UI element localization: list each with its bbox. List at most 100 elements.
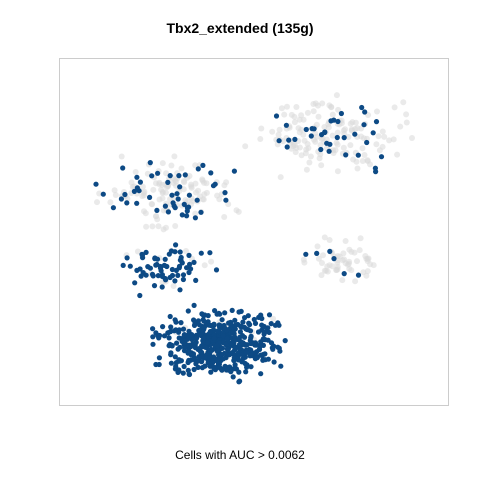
- cell-point-above-threshold: [223, 341, 229, 347]
- cell-point-below-threshold: [354, 258, 360, 265]
- chart-title: Tbx2_extended (135g): [166, 20, 314, 36]
- cell-point-above-threshold: [172, 278, 178, 284]
- cell-point-above-threshold: [328, 118, 334, 124]
- cell-point-above-threshold: [196, 322, 203, 328]
- cell-point-below-threshold: [233, 207, 240, 214]
- cell-point-above-threshold: [191, 259, 197, 265]
- cell-point-below-threshold: [318, 162, 325, 169]
- cell-point-above-threshold: [177, 184, 183, 190]
- cell-point-above-threshold: [156, 361, 162, 368]
- cell-point-below-threshold: [356, 247, 363, 254]
- cell-point-below-threshold: [181, 179, 188, 186]
- cell-point-above-threshold: [172, 354, 178, 360]
- cell-point-above-threshold: [189, 332, 195, 338]
- cell-point-above-threshold: [174, 340, 180, 346]
- cell-point-below-threshold: [139, 193, 146, 200]
- cell-point-above-threshold: [282, 338, 288, 344]
- cell-point-above-threshold: [372, 165, 378, 171]
- cell-point-above-threshold: [334, 134, 340, 141]
- cell-point-below-threshold: [192, 162, 199, 169]
- cell-point-below-threshold: [367, 261, 374, 268]
- cell-point-above-threshold: [324, 140, 330, 146]
- cell-point-above-threshold: [132, 280, 138, 286]
- cell-point-below-threshold: [296, 116, 303, 123]
- cell-point-below-threshold: [312, 100, 319, 107]
- cell-point-above-threshold: [93, 181, 99, 187]
- cell-point-below-threshold: [359, 145, 366, 152]
- cell-point-above-threshold: [273, 113, 280, 119]
- cell-point-above-threshold: [255, 329, 262, 335]
- cell-point-above-threshold: [222, 310, 228, 316]
- cell-point-below-threshold: [293, 104, 300, 110]
- cell-point-above-threshold: [284, 144, 290, 150]
- cell-point-above-threshold: [181, 332, 187, 338]
- cell-point-above-threshold: [169, 342, 175, 348]
- cell-point-above-threshold: [147, 194, 153, 200]
- cell-point-above-threshold: [248, 347, 254, 353]
- cell-point-above-threshold: [286, 137, 292, 143]
- cell-point-below-threshold: [328, 103, 335, 110]
- cell-point-above-threshold: [137, 179, 143, 185]
- cell-point-below-threshold: [281, 111, 288, 118]
- cell-point-below-threshold: [335, 106, 342, 113]
- cell-point-above-threshold: [236, 379, 242, 385]
- cell-point-below-threshold: [391, 104, 398, 111]
- cell-point-below-threshold: [128, 179, 135, 186]
- cell-point-below-threshold: [340, 144, 347, 151]
- cell-point-above-threshold: [169, 192, 175, 198]
- cell-point-above-threshold: [213, 267, 220, 273]
- cell-point-above-threshold: [237, 329, 243, 335]
- cell-point-above-threshold: [239, 324, 245, 330]
- cell-point-below-threshold: [178, 165, 185, 172]
- cell-point-above-threshold: [168, 248, 175, 254]
- cell-point-below-threshold: [159, 195, 166, 202]
- cell-point-below-threshold: [156, 181, 163, 188]
- cell-point-above-threshold: [243, 369, 249, 375]
- cell-point-above-threshold: [201, 335, 207, 341]
- cell-point-below-threshold: [269, 128, 276, 135]
- cell-point-below-threshold: [257, 136, 264, 142]
- cell-point-below-threshold: [188, 184, 195, 191]
- cell-point-below-threshold: [346, 246, 353, 253]
- cell-point-above-threshold: [262, 357, 268, 363]
- cell-point-above-threshold: [124, 200, 130, 206]
- cell-point-above-threshold: [308, 133, 314, 139]
- cell-point-above-threshold: [335, 118, 341, 125]
- cell-point-above-threshold: [359, 104, 365, 111]
- cell-point-above-threshold: [200, 329, 206, 335]
- cell-point-below-threshold: [360, 269, 367, 276]
- cell-point-below-threshold: [358, 125, 365, 132]
- cell-point-below-threshold: [394, 151, 401, 158]
- cell-point-above-threshold: [167, 173, 173, 179]
- cell-point-above-threshold: [236, 342, 242, 348]
- cell-point-above-threshold: [327, 248, 333, 254]
- cell-point-above-threshold: [275, 344, 281, 350]
- cell-point-above-threshold: [186, 348, 192, 354]
- cell-point-below-threshold: [148, 201, 155, 207]
- cell-point-above-threshold: [181, 201, 187, 207]
- cell-point-below-threshold: [324, 263, 331, 270]
- cell-point-above-threshold: [283, 122, 289, 128]
- cell-point-below-threshold: [134, 248, 141, 255]
- cell-point-above-threshold: [168, 324, 174, 330]
- cell-point-below-threshold: [200, 196, 207, 203]
- cell-point-below-threshold: [159, 160, 166, 167]
- cell-point-below-threshold: [132, 169, 139, 175]
- cell-point-above-threshold: [257, 344, 263, 350]
- cell-point-below-threshold: [352, 278, 359, 285]
- cell-point-above-threshold: [178, 320, 184, 326]
- cell-point-above-threshold: [239, 359, 245, 365]
- cell-point-above-threshold: [361, 122, 367, 128]
- cell-point-above-threshold: [252, 340, 259, 346]
- cell-point-below-threshold: [375, 133, 382, 140]
- cell-point-above-threshold: [258, 371, 264, 377]
- cell-point-below-threshold: [318, 272, 325, 279]
- cell-point-below-threshold: [334, 168, 341, 175]
- cell-point-above-threshold: [185, 367, 191, 373]
- cell-point-above-threshold: [266, 312, 273, 318]
- cell-point-above-threshold: [170, 200, 176, 206]
- cell-point-above-threshold: [270, 346, 276, 352]
- cell-point-below-threshold: [298, 126, 305, 133]
- cell-point-above-threshold: [219, 367, 225, 373]
- cell-point-above-threshold: [278, 363, 284, 369]
